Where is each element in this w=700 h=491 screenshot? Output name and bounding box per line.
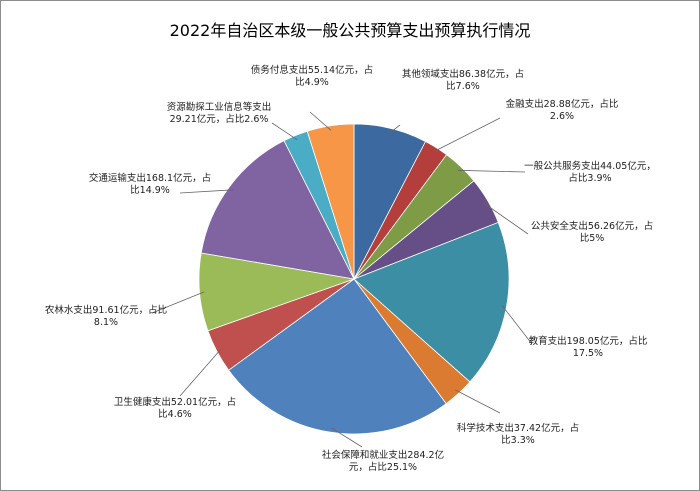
data-label-line: 比4.9% — [295, 76, 329, 88]
data-label-line: 金融支出28.88亿元，占比 — [506, 98, 619, 110]
leader-line — [457, 169, 526, 173]
leader-lines — [151, 111, 533, 448]
data-label-line: 资源勘探工业信息等支出 — [167, 101, 272, 113]
data-label-line: 17.5% — [573, 348, 603, 359]
leader-line — [309, 111, 332, 131]
pie-slice — [200, 140, 355, 280]
data-label-line: 2.6% — [550, 111, 574, 122]
data-label-line: 交通运输支出168.1亿元，占 — [89, 172, 211, 184]
data-labels: 其他领域支出86.38亿元，占比7.6% 金融支出28.88亿元，占比 2.6% 一般… — [45, 64, 656, 473]
data-label: 卫生健康支出52.01亿元，占比4.6% — [114, 396, 236, 420]
data-label-line: 比7.6% — [446, 80, 480, 92]
data-label: 一般公共服务支出44.05亿元，占比3.9% — [524, 160, 656, 184]
data-label-line: 比3.3% — [501, 434, 535, 446]
data-label: 公共安全支出56.26亿元，占比5% — [531, 220, 653, 244]
data-label-line: 8.1% — [94, 317, 118, 328]
leader-line — [151, 291, 205, 314]
leader-line — [455, 389, 501, 414]
data-label-line: 债务付息支出55.14亿元，占 — [251, 64, 373, 76]
data-label: 金融支出28.88亿元，占比 2.6% — [506, 98, 619, 122]
pie-slice — [228, 278, 447, 435]
data-label-line: 农林水支出91.61亿元，占比 — [45, 304, 167, 316]
leader-line — [271, 122, 298, 141]
leader-line — [483, 202, 529, 235]
data-label: 农林水支出91.61亿元，占比 8.1% — [45, 304, 167, 328]
data-label-line: 29.21亿元，占比2.6% — [170, 113, 269, 125]
leader-line — [501, 305, 533, 345]
data-label-line: 一般公共服务支出44.05亿元， — [524, 160, 656, 172]
data-label: 交通运输支出168.1亿元，占比14.9% — [89, 172, 211, 196]
data-label: 其他领域支出86.38亿元，占比7.6% — [402, 68, 524, 92]
chart-title: 2022年自治区本级一般公共预算支出预算执行情况 — [169, 21, 531, 40]
data-label-line: 科学技术支出37.42亿元，占 — [457, 422, 579, 434]
data-label-line: 公共安全支出56.26亿元，占 — [531, 220, 653, 232]
data-label-line: 其他领域支出86.38亿元，占 — [402, 68, 524, 80]
data-label-line: 卫生健康支出52.01亿元，占 — [114, 396, 236, 408]
data-label: 债务付息支出55.14亿元，占比4.9% — [251, 64, 373, 88]
data-label-line: 社会保障和就业支出284.2亿 — [322, 449, 444, 461]
pie-slices — [198, 123, 510, 435]
leader-line — [179, 189, 234, 194]
data-label: 教育支出198.05亿元，占比 17.5% — [529, 335, 648, 359]
data-label-line: 占比3.9% — [568, 172, 611, 184]
data-label-line: 元，占比25.1% — [349, 461, 417, 473]
data-label-line: 比5% — [580, 232, 605, 244]
data-label: 社会保障和就业支出284.2亿元，占比25.1% — [322, 449, 444, 473]
data-label: 科学技术支出37.42亿元，占比3.3% — [457, 422, 579, 446]
data-label: 资源勘探工业信息等支出 29.21亿元，占比2.6% — [167, 101, 272, 125]
data-label-line: 比4.6% — [158, 408, 192, 420]
leader-line — [433, 117, 501, 152]
pie-slice — [353, 221, 510, 383]
leader-line — [179, 348, 222, 397]
leader-line — [389, 124, 401, 134]
leader-line — [330, 427, 363, 448]
data-label-line: 比14.9% — [130, 184, 170, 196]
data-label-line: 教育支出198.05亿元，占比 — [529, 335, 648, 347]
pie-slice — [306, 123, 355, 280]
